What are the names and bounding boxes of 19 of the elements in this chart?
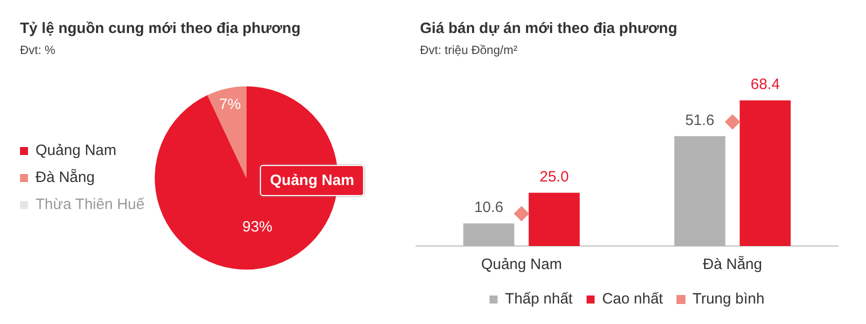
legend-label: Trung bình <box>692 290 764 308</box>
data-label: 93% <box>242 218 272 236</box>
slice-label: Quảng Nam <box>260 165 364 196</box>
legend-label: Đà Nẵng <box>36 169 95 186</box>
data-label: 25.0 <box>540 168 569 186</box>
legend-label: Quảng Nam <box>36 142 116 160</box>
bar <box>528 192 580 246</box>
chart-subtitle: Đvt: % <box>20 43 56 57</box>
data-label: 10.6 <box>474 199 504 216</box>
legend-label: Thừa Thiên Huế <box>36 196 146 214</box>
chart-title: Tỷ lệ nguồn cung mới theo địa phương <box>20 20 302 37</box>
chart-title: Giá bán dự án mới theo địa phương <box>420 20 678 37</box>
chart-subtitle: Đvt: triệu Đồng/m² <box>420 43 518 57</box>
legend-label: Thấp nhất <box>505 290 574 308</box>
data-label: 68.4 <box>750 76 780 94</box>
data-label: 7% <box>219 96 241 113</box>
data-label: 51.6 <box>685 112 714 129</box>
bar <box>740 100 791 246</box>
legend-label: Cao nhất <box>602 290 664 308</box>
